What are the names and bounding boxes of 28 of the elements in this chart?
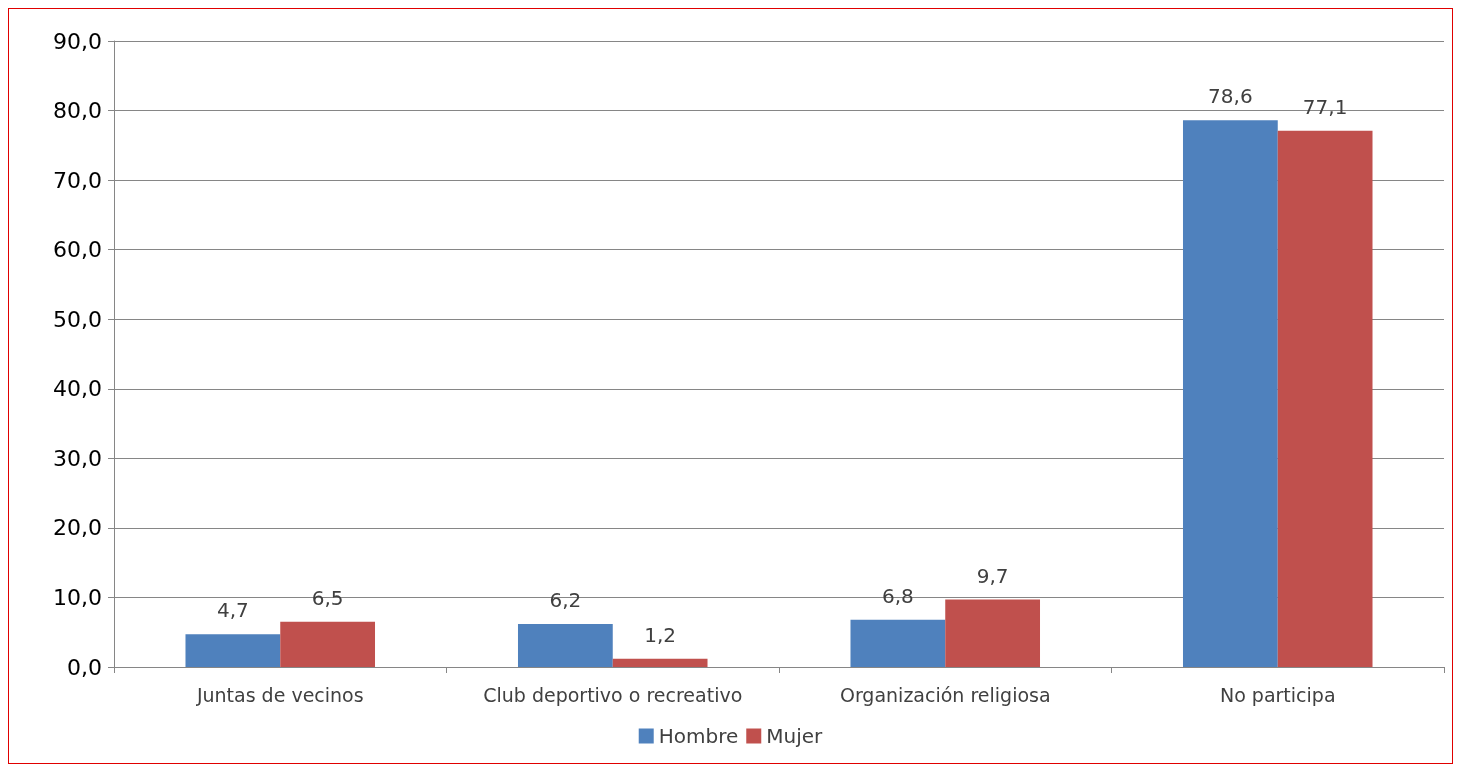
- bar: [517, 623, 613, 667]
- y-tick-label: 0,0: [67, 654, 102, 680]
- x-tick-label: Organización religiosa: [839, 683, 1051, 706]
- x-tick-label: No participa: [1219, 683, 1336, 706]
- data-label: 9,7: [976, 563, 1009, 588]
- bar: [850, 619, 946, 667]
- bar: [945, 599, 1041, 667]
- y-tick-label: 70,0: [53, 167, 102, 193]
- legend-label: Hombre: [658, 724, 739, 748]
- bar: [612, 658, 708, 667]
- y-tick-label: 30,0: [53, 445, 102, 471]
- bar: [1182, 120, 1278, 667]
- data-label: 1,2: [644, 622, 677, 647]
- y-tick-label: 10,0: [53, 584, 102, 610]
- data-label: 78,6: [1208, 84, 1253, 109]
- y-tick-label: 80,0: [53, 98, 102, 124]
- y-tick-label: 50,0: [53, 306, 102, 332]
- y-tick-label: 20,0: [53, 515, 102, 541]
- legend-label: Mujer: [766, 724, 824, 748]
- bar: [280, 621, 376, 667]
- bar: [185, 634, 281, 667]
- bar: [1277, 130, 1373, 667]
- y-tick-label: 60,0: [53, 237, 102, 263]
- x-tick-label: Club deportivo o recreativo: [483, 683, 743, 706]
- y-tick-label: 90,0: [53, 28, 102, 54]
- x-tick-label: Juntas de vecinos: [195, 683, 364, 706]
- y-tick-label: 40,0: [53, 376, 102, 402]
- data-label: 4,7: [216, 598, 249, 623]
